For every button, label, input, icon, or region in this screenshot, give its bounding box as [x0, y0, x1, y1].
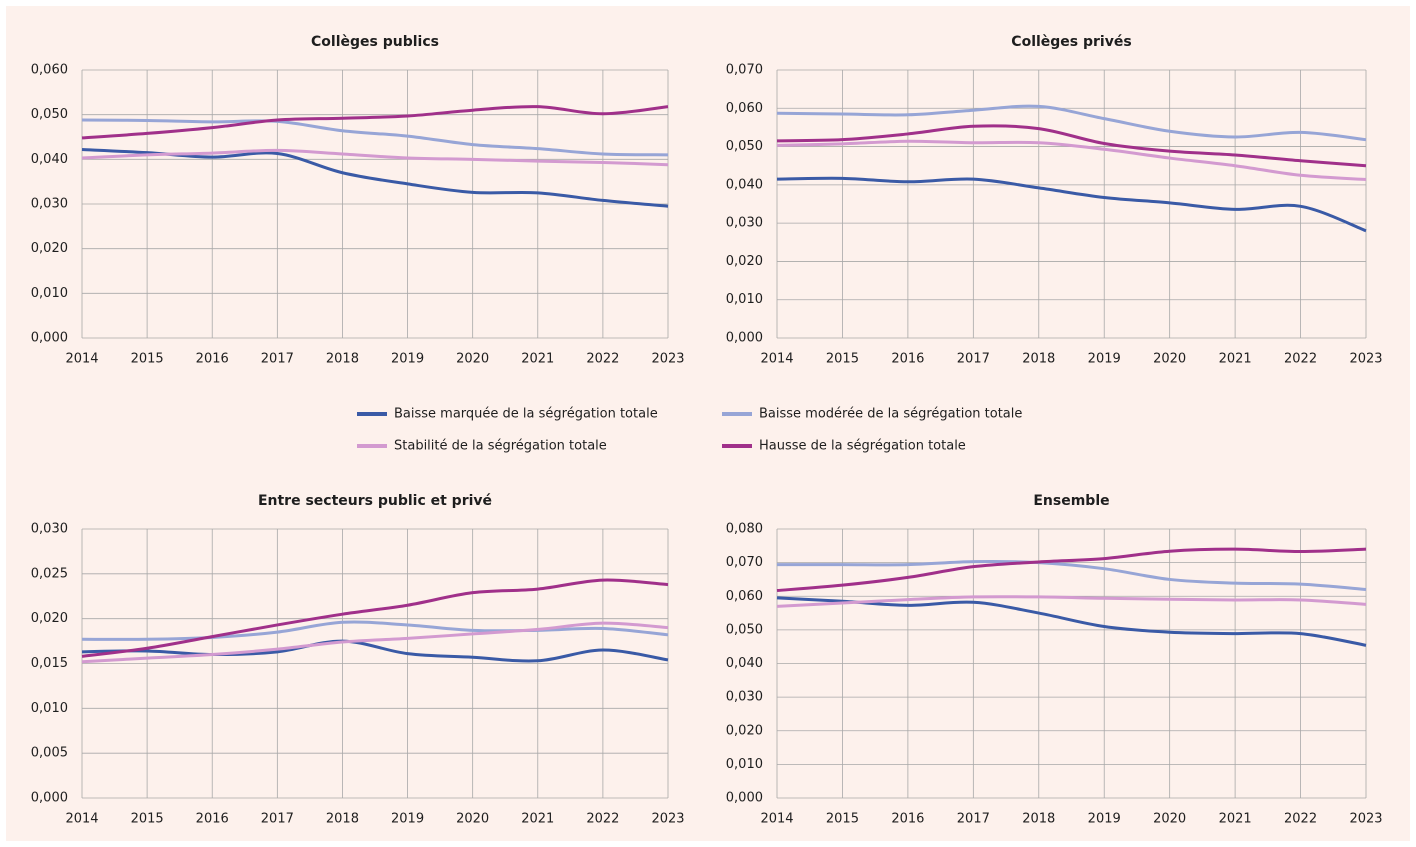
chart-title: Collèges privés: [1011, 34, 1131, 50]
y-tick-label: 0,070: [726, 63, 763, 78]
series-line: [776, 595, 1367, 608]
legend-label: Hausse de la ségrégation totale: [759, 439, 966, 454]
x-tick-label: 2020: [1153, 812, 1186, 827]
chart-title: Entre secteurs public et privé: [258, 493, 492, 509]
x-tick-label: 2023: [651, 352, 684, 367]
y-tick-label: 0,060: [726, 589, 763, 604]
y-tick-label: 0,040: [726, 177, 763, 192]
x-tick-label: 2020: [456, 812, 489, 827]
y-tick-label: 0,040: [31, 152, 68, 167]
x-tick-label: 2022: [586, 812, 619, 827]
series-line: [81, 118, 669, 157]
x-tick-label: 2019: [391, 352, 424, 367]
x-tick-label: 2014: [760, 352, 793, 367]
legend-label: Baisse modérée de la ségrégation totale: [759, 407, 1022, 422]
y-tick-label: 0,030: [726, 216, 763, 231]
y-tick-label: 0,010: [31, 701, 68, 716]
x-tick-label: 2021: [521, 352, 554, 367]
y-tick-label: 0,010: [726, 292, 763, 307]
series-line: [776, 596, 1367, 647]
series-line: [81, 639, 669, 663]
series-line: [776, 176, 1367, 233]
x-tick-label: 2015: [131, 812, 164, 827]
x-tick-label: 2016: [891, 812, 924, 827]
x-tick-label: 2017: [261, 812, 294, 827]
x-tick-label: 2019: [1088, 352, 1121, 367]
y-tick-label: 0,050: [726, 622, 763, 637]
series-line: [776, 139, 1367, 181]
x-tick-label: 2016: [196, 812, 229, 827]
x-tick-label: 2020: [1153, 352, 1186, 367]
series-line: [776, 124, 1367, 168]
x-tick-label: 2021: [1219, 352, 1252, 367]
y-tick-label: 0,060: [726, 101, 763, 116]
x-tick-label: 2018: [326, 352, 359, 367]
y-tick-label: 0,030: [31, 197, 68, 212]
x-tick-label: 2023: [1349, 812, 1382, 827]
y-tick-label: 0,050: [726, 139, 763, 154]
y-tick-label: 0,025: [31, 566, 68, 581]
x-tick-label: 2017: [957, 812, 990, 827]
x-tick-label: 2015: [826, 352, 859, 367]
x-tick-label: 2019: [391, 812, 424, 827]
x-tick-label: 2021: [1219, 812, 1252, 827]
x-tick-label: 2023: [651, 812, 684, 827]
y-tick-label: 0,010: [31, 286, 68, 301]
y-tick-label: 0,000: [726, 791, 763, 806]
background: [6, 6, 1410, 841]
x-tick-label: 2016: [891, 352, 924, 367]
y-tick-label: 0,070: [726, 555, 763, 570]
x-tick-label: 2021: [521, 812, 554, 827]
x-tick-label: 2023: [1349, 352, 1382, 367]
x-tick-label: 2022: [1284, 352, 1317, 367]
series-line: [81, 578, 669, 658]
x-tick-label: 2019: [1088, 812, 1121, 827]
y-tick-label: 0,000: [726, 331, 763, 346]
y-tick-label: 0,005: [31, 746, 68, 761]
x-tick-label: 2014: [65, 812, 98, 827]
x-tick-label: 2018: [1022, 812, 1055, 827]
y-tick-label: 0,030: [31, 522, 68, 537]
x-tick-label: 2018: [1022, 352, 1055, 367]
x-tick-label: 2017: [261, 352, 294, 367]
series-line: [776, 547, 1367, 593]
y-tick-label: 0,040: [726, 656, 763, 671]
legend-label: Baisse marquée de la ségrégation totale: [394, 407, 658, 422]
series-line: [81, 105, 669, 140]
series-line: [81, 620, 669, 641]
x-tick-label: 2014: [65, 352, 98, 367]
series-line: [776, 104, 1367, 142]
y-tick-label: 0,020: [31, 241, 68, 256]
x-tick-label: 2016: [196, 352, 229, 367]
series-line: [81, 621, 669, 664]
y-tick-label: 0,000: [31, 791, 68, 806]
y-tick-label: 0,020: [726, 254, 763, 269]
y-tick-label: 0,020: [726, 723, 763, 738]
y-tick-label: 0,080: [726, 522, 763, 537]
x-tick-label: 2020: [456, 352, 489, 367]
x-tick-label: 2014: [760, 812, 793, 827]
y-tick-label: 0,060: [31, 63, 68, 78]
y-tick-label: 0,020: [31, 611, 68, 626]
chart-title: Ensemble: [1033, 493, 1109, 509]
series-line: [777, 559, 1367, 592]
chart-title: Collèges publics: [311, 34, 439, 50]
y-tick-label: 0,050: [31, 107, 68, 122]
y-tick-label: 0,010: [726, 757, 763, 772]
y-tick-label: 0,030: [726, 690, 763, 705]
x-tick-label: 2022: [586, 352, 619, 367]
series-line: [81, 148, 669, 167]
y-tick-label: 0,000: [31, 331, 68, 346]
x-tick-label: 2015: [826, 812, 859, 827]
x-tick-label: 2022: [1284, 812, 1317, 827]
x-tick-label: 2015: [131, 352, 164, 367]
x-tick-label: 2018: [326, 812, 359, 827]
legend-label: Stabilité de la ségrégation totale: [394, 439, 607, 454]
y-tick-label: 0,015: [31, 656, 68, 671]
x-tick-label: 2017: [957, 352, 990, 367]
